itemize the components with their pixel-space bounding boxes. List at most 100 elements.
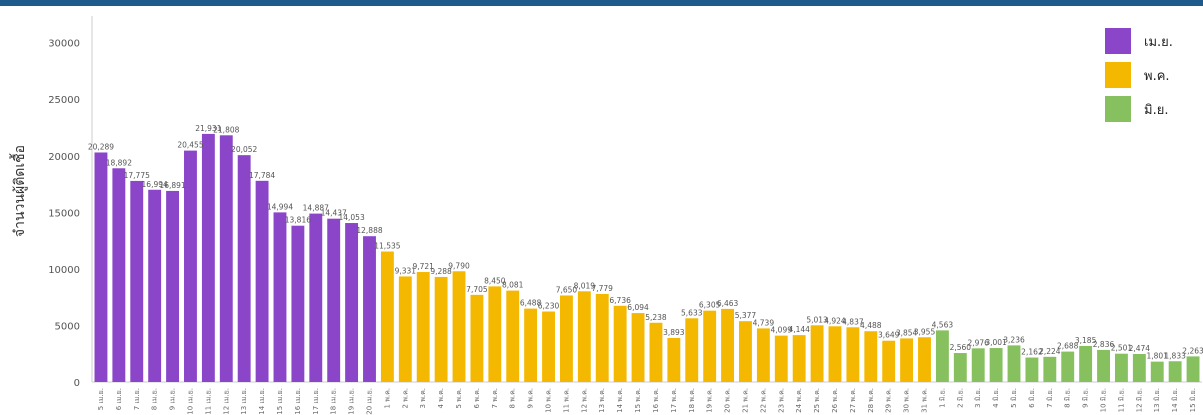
x-tick-label: 23 พ.ค. — [777, 388, 785, 413]
bar — [774, 335, 788, 382]
data-label: 7,650 — [556, 285, 578, 294]
bar — [1079, 345, 1093, 382]
bar — [363, 236, 376, 382]
x-tick-label: 1 มิ.ย. — [938, 388, 946, 408]
x-tick-label: 5 พ.ค. — [455, 388, 463, 408]
bar — [219, 135, 233, 382]
y-ticks: 0 5000 10000 15000 20000 25000 30000 — [48, 39, 80, 389]
data-label: 3,955 — [914, 327, 936, 336]
x-tick-label: 11 พ.ค. — [562, 388, 570, 413]
x-tick-label: 25 พ.ค. — [813, 388, 821, 413]
bar — [201, 133, 215, 382]
data-label: 6,736 — [609, 296, 631, 305]
data-label: 2,688 — [1057, 342, 1079, 351]
x-tick-label: 17 พ.ค. — [670, 388, 678, 413]
bar — [685, 318, 699, 382]
bar — [1025, 357, 1039, 382]
data-label: 6,230 — [538, 302, 560, 311]
x-tick-label: 24 พ.ค. — [795, 388, 803, 413]
x-tick-label: 19 พ.ค. — [706, 388, 714, 413]
data-label: 5,013 — [806, 315, 828, 324]
x-tick-label: 29 พ.ค. — [885, 388, 893, 413]
y-tick-label: 5000 — [55, 321, 80, 332]
data-label: 2,501 — [1111, 344, 1133, 353]
x-tick-label: 5 มิ.ย. — [1010, 388, 1018, 408]
data-label: 2,560 — [950, 343, 972, 352]
legend-label: พ.ค. — [1144, 69, 1170, 84]
x-tick-label: 7 เม.ย. — [133, 388, 141, 410]
x-tick-label: 2 พ.ค. — [401, 388, 409, 408]
x-tick-label: 7 พ.ค. — [491, 388, 499, 408]
x-tick-label: 19 เม.ย. — [348, 388, 356, 415]
x-tick-label: 13 มิ.ย. — [1153, 388, 1161, 412]
bar — [112, 168, 126, 382]
x-tick-label: 16 พ.ค. — [652, 388, 660, 413]
y-tick-label: 15000 — [48, 208, 80, 219]
bar — [1168, 361, 1182, 382]
bar — [918, 337, 931, 382]
x-tick-label: 8 มิ.ย. — [1064, 388, 1072, 408]
data-label: 2,263 — [1182, 346, 1203, 355]
bar — [1061, 351, 1075, 382]
bar — [345, 223, 359, 382]
legend-swatch — [1105, 62, 1131, 88]
bar — [148, 189, 162, 382]
x-tick-label: 17 เม.ย. — [312, 388, 320, 415]
x-tick-label: 28 พ.ค. — [867, 388, 875, 413]
data-label: 20,289 — [88, 142, 114, 151]
data-label: 3,854 — [896, 328, 918, 337]
x-tick-label: 21 พ.ค. — [741, 388, 749, 413]
x-tick-label: 26 พ.ค. — [831, 388, 839, 413]
data-label: 6,463 — [717, 299, 739, 308]
bar — [488, 286, 502, 382]
bar — [184, 150, 197, 382]
data-label: 14,887 — [303, 204, 329, 213]
bar — [667, 337, 681, 382]
x-tick-label: 12 พ.ค. — [580, 388, 588, 413]
data-label: 4,739 — [753, 318, 775, 327]
bar — [291, 225, 305, 382]
bar — [810, 325, 824, 382]
bar — [470, 294, 484, 382]
bar — [792, 335, 806, 382]
y-tick-label: 25000 — [48, 95, 80, 106]
bar — [1043, 356, 1057, 382]
data-label: 11,535 — [374, 242, 400, 251]
x-tick-label: 2 มิ.ย. — [956, 388, 964, 408]
bar — [166, 190, 180, 382]
data-label: 2,162 — [1021, 348, 1043, 357]
bar — [935, 330, 949, 382]
x-tick-label: 18 เม.ย. — [330, 388, 338, 415]
bar — [649, 322, 663, 382]
x-tick-label: 3 มิ.ย. — [974, 388, 982, 408]
bar — [524, 308, 538, 382]
x-tick-label: 30 พ.ค. — [903, 388, 911, 413]
bar — [971, 348, 985, 382]
data-label: 16,891 — [159, 181, 185, 190]
data-label: 12,888 — [356, 226, 382, 235]
data-label: 14,053 — [338, 213, 364, 222]
y-axis-label: จำนวนผู้ติดเชื้อ — [9, 145, 28, 237]
data-label: 4,563 — [932, 320, 954, 329]
x-tick-label: 14 มิ.ย. — [1171, 388, 1179, 412]
bar — [953, 353, 967, 382]
x-tick-label: 4 พ.ค. — [437, 388, 445, 408]
x-tick-label: 14 เม.ย. — [258, 388, 266, 415]
x-tick-label: 12 เม.ย. — [222, 388, 230, 415]
bar — [1186, 356, 1200, 382]
data-label: 3,236 — [1003, 335, 1025, 344]
data-label: 4,488 — [860, 321, 882, 330]
bar — [828, 326, 842, 382]
data-label: 6,305 — [699, 301, 721, 310]
data-label: 6,094 — [627, 303, 649, 312]
data-label: 1,801 — [1146, 352, 1168, 361]
bar — [595, 294, 609, 382]
y-tick-label: 10000 — [48, 265, 80, 276]
data-label: 17,784 — [249, 171, 275, 180]
bar — [398, 276, 412, 382]
data-label: 5,238 — [645, 313, 667, 322]
x-tick-label: 10 เม.ย. — [186, 388, 194, 415]
x-tick-label: 15 เม.ย. — [276, 388, 284, 415]
data-label: 8,081 — [502, 281, 524, 290]
